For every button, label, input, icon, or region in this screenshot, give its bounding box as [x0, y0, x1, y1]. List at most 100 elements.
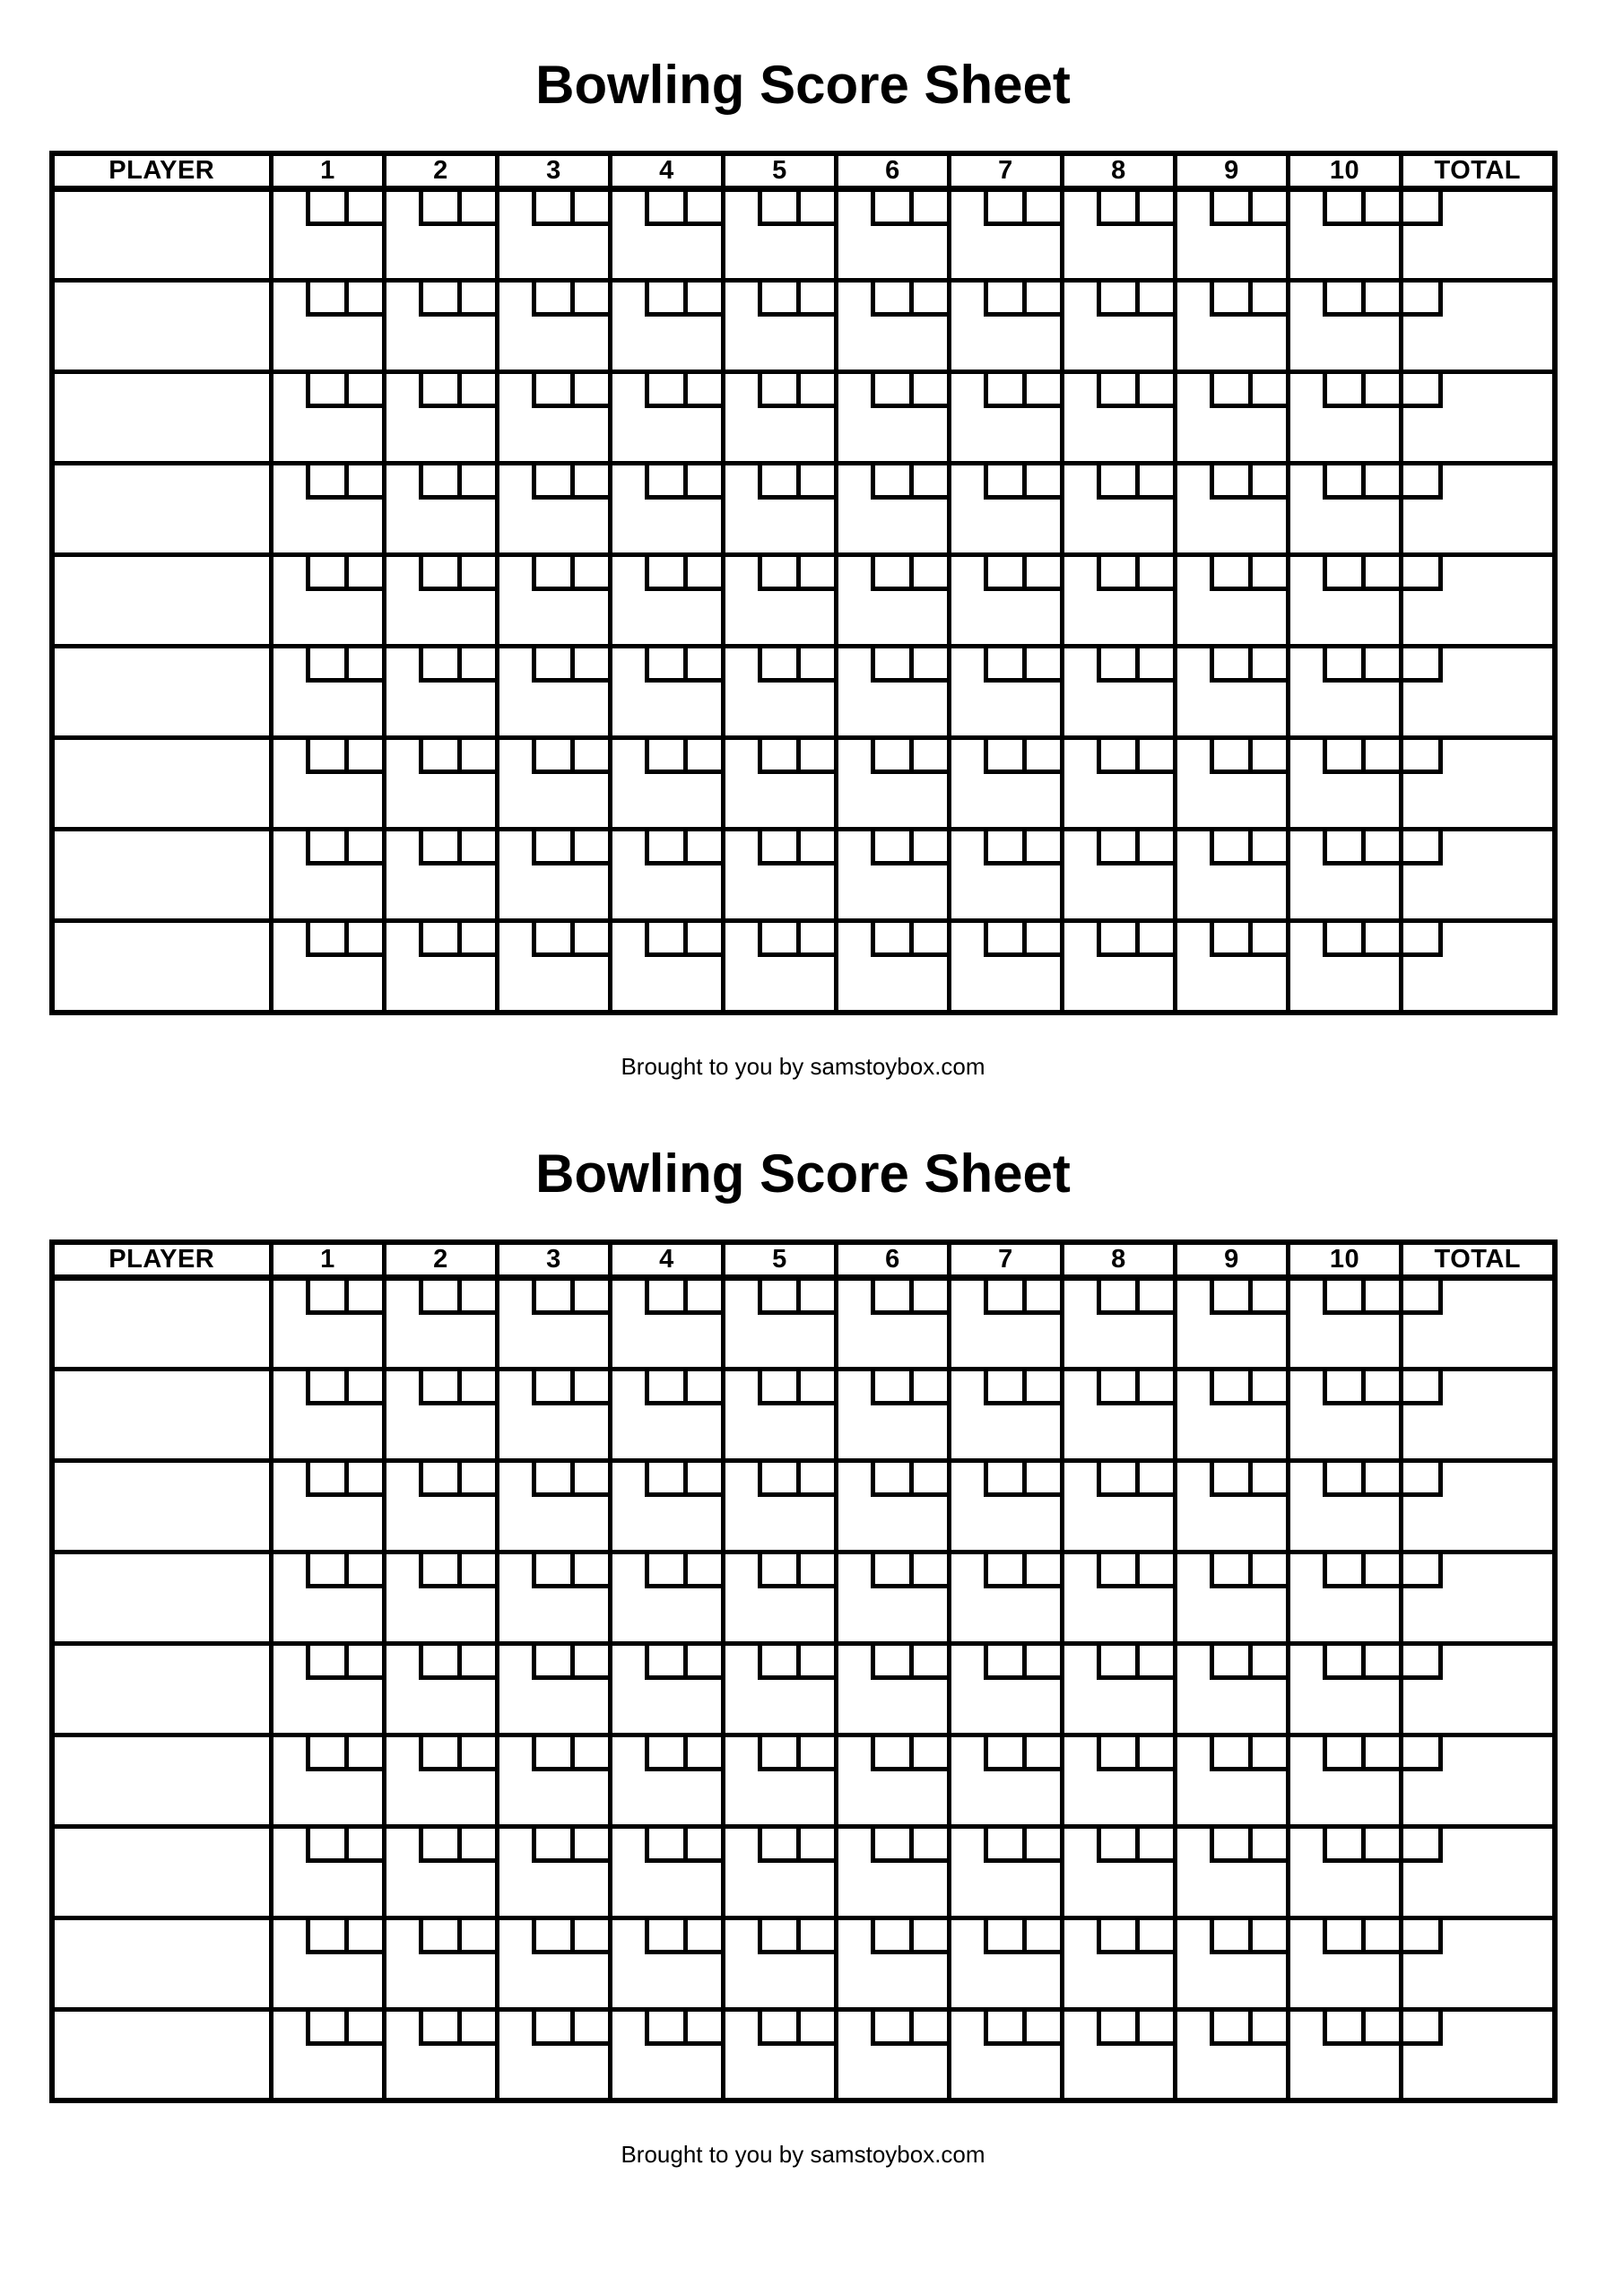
player-row	[49, 187, 1557, 283]
frame-7-cell	[947, 461, 1064, 557]
frame-8-cell	[1060, 552, 1177, 648]
ball-box	[1247, 648, 1286, 683]
ball-boxes	[758, 192, 834, 226]
frame-9-cell	[1173, 461, 1290, 557]
ball-box	[306, 283, 344, 317]
frame-7-cell	[947, 735, 1064, 831]
ball-box	[1021, 283, 1060, 317]
ball-box	[343, 1736, 382, 1771]
frame-7-cell	[947, 278, 1064, 374]
ball-box	[645, 1553, 683, 1588]
column-header-frame-2: 2	[382, 151, 499, 192]
ball-boxes	[1097, 1280, 1173, 1315]
ball-box	[1021, 1280, 1060, 1315]
column-header-player: PLAYER	[49, 151, 273, 192]
frame-2-cell	[382, 1274, 499, 1371]
total-cell	[1399, 187, 1557, 283]
ball-box	[1247, 1462, 1286, 1497]
ball-box	[532, 831, 570, 865]
frame-5-cell	[721, 278, 838, 374]
player-row	[49, 1274, 1557, 1371]
ball-boxes	[532, 192, 608, 226]
player-name-cell	[49, 187, 273, 283]
ball-box	[1323, 374, 1361, 408]
frame-6-cell	[834, 278, 951, 374]
ball-box	[682, 1828, 721, 1863]
ball-boxes	[419, 465, 495, 500]
ball-box	[343, 1553, 382, 1588]
page-title: Bowling Score Sheet	[535, 1143, 1071, 1204]
ball-box	[569, 1828, 608, 1863]
ball-box	[908, 1919, 947, 1954]
ball-boxes	[1097, 648, 1173, 683]
ball-box	[306, 1828, 344, 1863]
frame-10-cell	[1286, 1823, 1403, 1920]
ball-box	[532, 557, 570, 591]
ball-box	[1360, 465, 1399, 500]
ball-box	[569, 740, 608, 774]
frame-10-cell	[1286, 278, 1403, 374]
ball-box	[1210, 1370, 1248, 1405]
frame-2-cell	[382, 187, 499, 283]
ball-box	[569, 1736, 608, 1771]
total-cell	[1399, 1732, 1557, 1829]
ball-box	[569, 831, 608, 865]
player-row	[49, 1823, 1557, 1920]
ball-box	[456, 1828, 495, 1863]
ball-boxes	[306, 374, 382, 408]
ball-boxes	[645, 283, 721, 317]
ball-boxes	[1097, 374, 1173, 408]
ball-box	[1210, 2011, 1248, 2046]
ball-box	[1134, 1462, 1173, 1497]
footer-credit: Brought to you by samstoybox.com	[621, 1052, 985, 1080]
ball-box	[343, 1462, 382, 1497]
ball-box	[871, 923, 909, 957]
ball-box	[795, 923, 834, 957]
ball-boxes	[306, 923, 382, 957]
ball-box	[569, 1370, 608, 1405]
total-cell	[1399, 735, 1557, 831]
ball-box	[682, 648, 721, 683]
ball-boxes	[871, 557, 947, 591]
ball-box	[569, 1645, 608, 1680]
ball-boxes	[532, 557, 608, 591]
frame-2-cell	[382, 1823, 499, 1920]
ball-box	[1247, 2011, 1286, 2046]
ball-box	[419, 1370, 457, 1405]
ball-boxes	[306, 283, 382, 317]
ball-boxes	[1210, 1462, 1286, 1497]
ball-boxes	[984, 374, 1060, 408]
frame-8-cell	[1060, 370, 1177, 465]
ball-box	[1323, 1736, 1361, 1771]
ball-box	[1097, 648, 1135, 683]
frame-1-cell	[269, 187, 386, 283]
ball-box	[1097, 557, 1135, 591]
column-header-frame-6: 6	[834, 151, 951, 192]
column-header-frame-5: 5	[721, 1239, 838, 1281]
ball-box	[1210, 648, 1248, 683]
ball-boxes	[1210, 1736, 1286, 1771]
ball-boxes	[645, 1370, 721, 1405]
frame-4-cell	[608, 278, 725, 374]
ball-boxes	[758, 374, 834, 408]
ball-boxes	[306, 740, 382, 774]
frame-3-cell	[495, 1915, 612, 2012]
ball-boxes	[306, 557, 382, 591]
frame-10-cell	[1286, 735, 1403, 831]
ball-box	[795, 831, 834, 865]
ball-boxes	[645, 1828, 721, 1863]
ball-box	[871, 1553, 909, 1588]
ball-boxes	[871, 465, 947, 500]
ball-box	[343, 1919, 382, 1954]
frame-9-cell	[1173, 1457, 1290, 1554]
ball-boxes	[758, 1280, 834, 1315]
ball-box	[343, 1645, 382, 1680]
ball-box	[419, 192, 457, 226]
ball-box	[645, 1370, 683, 1405]
frame-8-cell	[1060, 1823, 1177, 1920]
ball-box	[984, 1919, 1022, 1954]
ball-box	[1097, 740, 1135, 774]
total-cell	[1399, 278, 1557, 374]
ball-box	[456, 283, 495, 317]
ball-box	[758, 374, 796, 408]
